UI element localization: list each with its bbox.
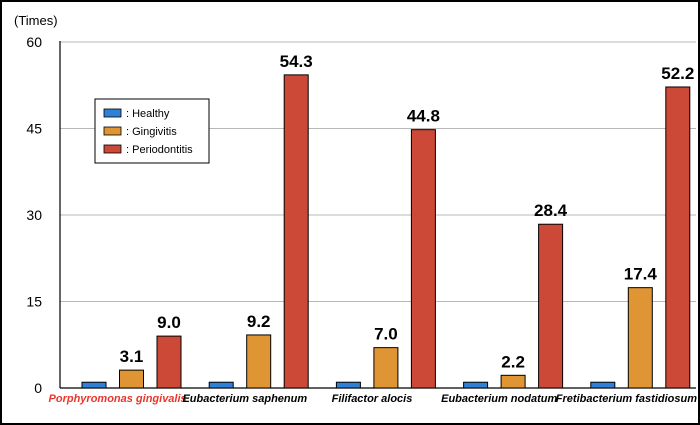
legend-label-periodontitis: : Periodontitis	[126, 144, 193, 156]
bar-gingivitis-0	[119, 369, 144, 389]
bar-gingivitis-2	[373, 347, 399, 389]
y-tick-label-45: 45	[26, 121, 42, 137]
bar-healthy-2	[335, 381, 361, 389]
data-label-periodontitis-1: 54.3	[280, 52, 313, 71]
data-label-gingivitis-3: 2.2	[501, 352, 525, 371]
y-axis-unit-label: (Times)	[14, 13, 58, 28]
x-category-label-0: Porphyromonas gingivalis	[49, 393, 187, 405]
data-label-periodontitis-0: 9.0	[157, 313, 181, 332]
y-tick-label-0: 0	[34, 380, 42, 396]
legend-swatch-healthy	[103, 108, 122, 118]
bar-gingivitis-3	[500, 374, 526, 389]
bar-gingivitis-4	[627, 287, 653, 389]
x-category-label-4: Fretibacterium fastidiosum	[556, 393, 697, 405]
bar-healthy-3	[463, 381, 489, 389]
data-label-gingivitis-1: 9.2	[247, 312, 271, 331]
legend-swatch-periodontitis	[103, 144, 122, 154]
data-label-gingivitis-4: 17.4	[624, 265, 658, 284]
x-category-label-1: Eubacterium saphenum	[182, 393, 307, 405]
y-tick-label-15: 15	[26, 294, 42, 310]
bar-periodontitis-2	[410, 129, 436, 389]
bar-healthy-1	[208, 381, 234, 389]
bar-gingivitis-1	[246, 334, 272, 389]
bar-healthy-4	[590, 381, 616, 389]
data-label-periodontitis-4: 52.2	[661, 64, 694, 83]
data-label-gingivitis-2: 7.0	[374, 325, 398, 344]
x-category-label-2: Filifactor alocis	[332, 393, 413, 405]
bar-healthy-0	[81, 381, 107, 389]
y-tick-label-30: 30	[26, 207, 42, 223]
y-tick-label-60: 60	[26, 34, 42, 50]
data-label-periodontitis-3: 28.4	[534, 201, 568, 220]
bar-periodontitis-0	[156, 335, 182, 389]
data-label-periodontitis-2: 44.8	[407, 107, 440, 126]
bar-periodontitis-3	[538, 223, 564, 389]
bar-periodontitis-4	[665, 86, 691, 389]
legend-swatch-gingivitis	[103, 126, 122, 136]
bar-periodontitis-1	[283, 74, 309, 389]
x-category-label-3: Eubacterium nodatum	[441, 393, 557, 405]
data-label-gingivitis-0: 3.1	[120, 347, 144, 366]
legend-label-gingivitis: : Gingivitis	[126, 126, 177, 138]
legend-label-healthy: : Healthy	[126, 108, 170, 120]
